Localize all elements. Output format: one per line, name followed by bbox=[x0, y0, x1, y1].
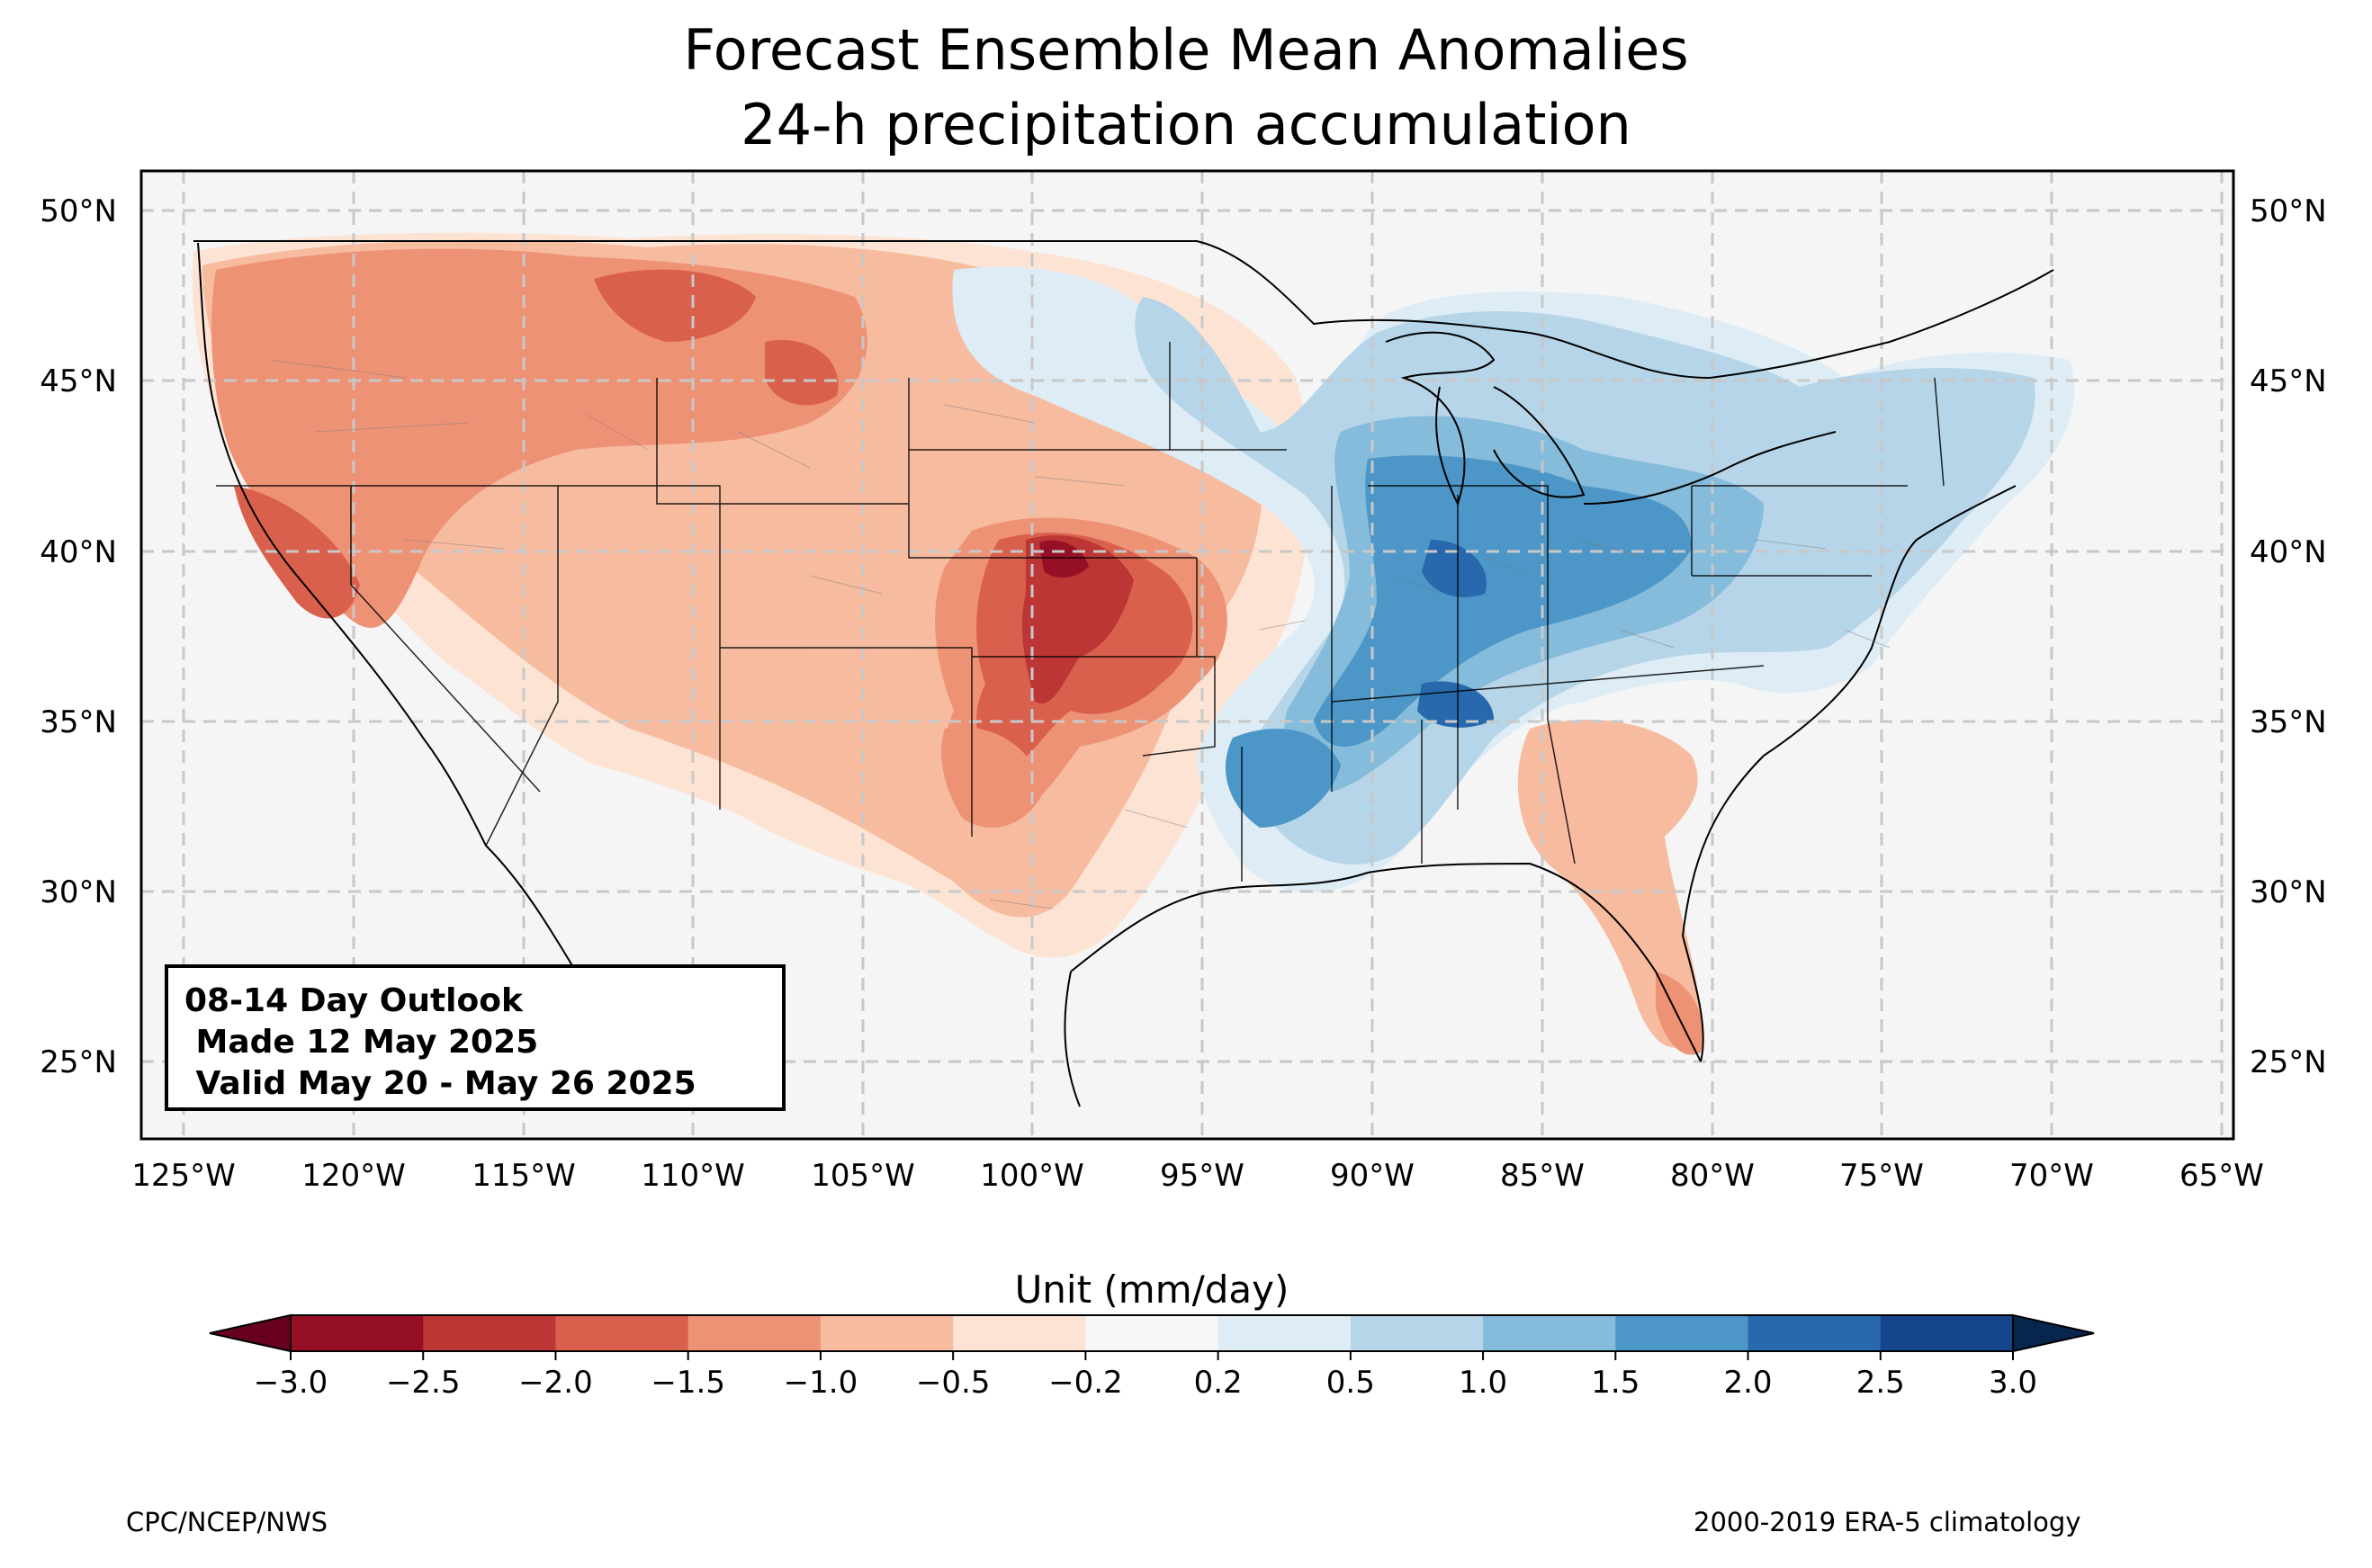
lon-label: 75°W bbox=[1839, 1158, 1924, 1194]
colorbar-segment bbox=[1483, 1315, 1616, 1351]
colorbar-under-arrow bbox=[209, 1313, 292, 1353]
graticule bbox=[141, 171, 2233, 1139]
colorbar bbox=[209, 1313, 2095, 1353]
colorbar-tick-label: −2.5 bbox=[386, 1365, 461, 1401]
lon-label: 115°W bbox=[472, 1158, 576, 1194]
gulf-coast bbox=[1070, 862, 1702, 1062]
lat-labels-left: 50°N 45°N 40°N 35°N 30°N 25°N bbox=[40, 193, 117, 1080]
county-lines bbox=[269, 359, 1891, 909]
dry-core-kansas bbox=[1039, 540, 1089, 578]
coastlines-and-borders bbox=[193, 240, 2054, 1107]
lon-labels: 125°W 120°W 115°W 110°W 105°W 100°W 95°W… bbox=[131, 1158, 2264, 1194]
lat-label: 50°N bbox=[40, 193, 117, 229]
dry-area-northwest-15 bbox=[594, 269, 756, 342]
colorbar-ticks: −3.0 −2.5 −2.0 −1.5 −1.0 −0.5 −0.2 0.2 0.5 1.0 1.5… bbox=[254, 1351, 2037, 1401]
lon-label: 90°W bbox=[1330, 1158, 1415, 1194]
west-coast bbox=[197, 242, 487, 847]
lon-label: 110°W bbox=[641, 1158, 745, 1194]
colorbar-label: Unit (mm/day) bbox=[1015, 1268, 1289, 1312]
lat-label: 35°N bbox=[40, 704, 117, 740]
colorbar-tick-label: −1.5 bbox=[651, 1365, 725, 1401]
title-line-1: Forecast Ensemble Mean Anomalies bbox=[683, 17, 1688, 83]
colorbar-tick-label: −3.0 bbox=[254, 1365, 328, 1401]
title-line-2: 24-h precipitation accumulation bbox=[741, 92, 1631, 157]
colorbar-tick-label: 2.0 bbox=[1723, 1365, 1772, 1401]
lat-label: 35°N bbox=[2250, 704, 2327, 740]
lat-labels-right: 50°N 45°N 40°N 35°N 30°N 25°N bbox=[2250, 193, 2327, 1080]
great-lakes-outline bbox=[1385, 331, 1837, 506]
map-panel bbox=[141, 171, 2233, 1139]
lon-label: 125°W bbox=[131, 1158, 236, 1194]
lon-label: 85°W bbox=[1500, 1158, 1585, 1194]
colorbar-tick-label: 0.2 bbox=[1194, 1365, 1243, 1401]
wet-area-mississippi-15 bbox=[1225, 729, 1341, 828]
colorbar-segment bbox=[423, 1315, 556, 1351]
wet-area-ohio-valley-20 bbox=[1422, 540, 1487, 597]
colorbar-tick-label: 1.0 bbox=[1459, 1365, 1507, 1401]
footer-climatology: 2000-2019 ERA-5 climatology bbox=[1694, 1507, 2081, 1537]
lat-label: 30°N bbox=[40, 874, 117, 910]
colorbar-segment bbox=[1085, 1315, 1219, 1351]
dry-area-florida-15 bbox=[1656, 972, 1703, 1055]
colorbar-tick-label: 3.0 bbox=[1989, 1365, 2037, 1401]
colorbar-segment bbox=[555, 1315, 689, 1351]
lat-label: 50°N bbox=[2250, 193, 2327, 229]
colorbar-tick-label: 2.5 bbox=[1856, 1365, 1905, 1401]
colorbar-segment bbox=[291, 1315, 424, 1351]
lat-label: 25°N bbox=[2250, 1044, 2327, 1080]
lat-label: 30°N bbox=[2250, 874, 2327, 910]
lat-label: 45°N bbox=[2250, 363, 2327, 399]
lat-label: 25°N bbox=[40, 1044, 117, 1080]
lon-label: 95°W bbox=[1160, 1158, 1244, 1194]
outlook-info-box: 08-14 Day Outlook Made 12 May 2025 Valid… bbox=[165, 964, 786, 1111]
colorbar-segment bbox=[1217, 1315, 1352, 1351]
dry-area-west-10 bbox=[211, 248, 867, 628]
footer-source: CPC/NCEP/NWS bbox=[126, 1507, 328, 1537]
dry-area-montana-15 bbox=[765, 340, 839, 406]
outlook-valid-range: Valid May 20 - May 26 2025 bbox=[184, 1065, 696, 1102]
colorbar-segment bbox=[953, 1315, 1086, 1351]
colorbar-tick-label: 0.5 bbox=[1326, 1365, 1375, 1401]
east-coast bbox=[1681, 485, 2017, 1062]
map-frame bbox=[139, 169, 2235, 1141]
colorbar-tick-label: −2.0 bbox=[518, 1365, 593, 1401]
wet-area-ohio-valley-15 bbox=[1314, 455, 1692, 747]
lat-label: 40°N bbox=[2250, 534, 2327, 570]
colorbar-segment bbox=[1748, 1315, 1882, 1351]
lon-label: 105°W bbox=[811, 1158, 915, 1194]
lon-label: 100°W bbox=[980, 1158, 1084, 1194]
outlook-made-date: Made 12 May 2025 bbox=[184, 1024, 539, 1061]
colorbar-segment bbox=[1880, 1315, 2014, 1351]
colorbar-frame bbox=[290, 1314, 2014, 1352]
lat-label: 45°N bbox=[40, 363, 117, 399]
colorbar-tick-label: −1.0 bbox=[784, 1365, 858, 1401]
dry-area-great-plains-25 bbox=[1021, 535, 1134, 703]
colorbar-tick-label: 1.5 bbox=[1591, 1365, 1640, 1401]
colorbar-segment bbox=[820, 1315, 954, 1351]
lon-label: 80°W bbox=[1670, 1158, 1755, 1194]
us-canada-border bbox=[193, 240, 2054, 380]
lat-label: 40°N bbox=[40, 534, 117, 570]
lon-label: 120°W bbox=[301, 1158, 406, 1194]
mexico-coast bbox=[485, 845, 1081, 1107]
colorbar-tick-label: −0.2 bbox=[1048, 1365, 1123, 1401]
wet-area-northeast-05 bbox=[1845, 401, 2007, 513]
dry-area-texas-15 bbox=[941, 727, 1044, 828]
colorbar-over-arrow bbox=[2012, 1313, 2095, 1353]
colorbar-segment bbox=[1615, 1315, 1749, 1351]
colorbar-tick-label: −0.5 bbox=[916, 1365, 991, 1401]
outlook-title: 08-14 Day Outlook bbox=[184, 982, 523, 1019]
colorbar-segment bbox=[687, 1315, 822, 1351]
state-borders bbox=[216, 342, 1945, 882]
anomaly-contours bbox=[192, 232, 2075, 1055]
colorbar-segment bbox=[1350, 1315, 1484, 1351]
lon-label: 70°W bbox=[2009, 1158, 2094, 1194]
lon-label: 65°W bbox=[2179, 1158, 2264, 1194]
